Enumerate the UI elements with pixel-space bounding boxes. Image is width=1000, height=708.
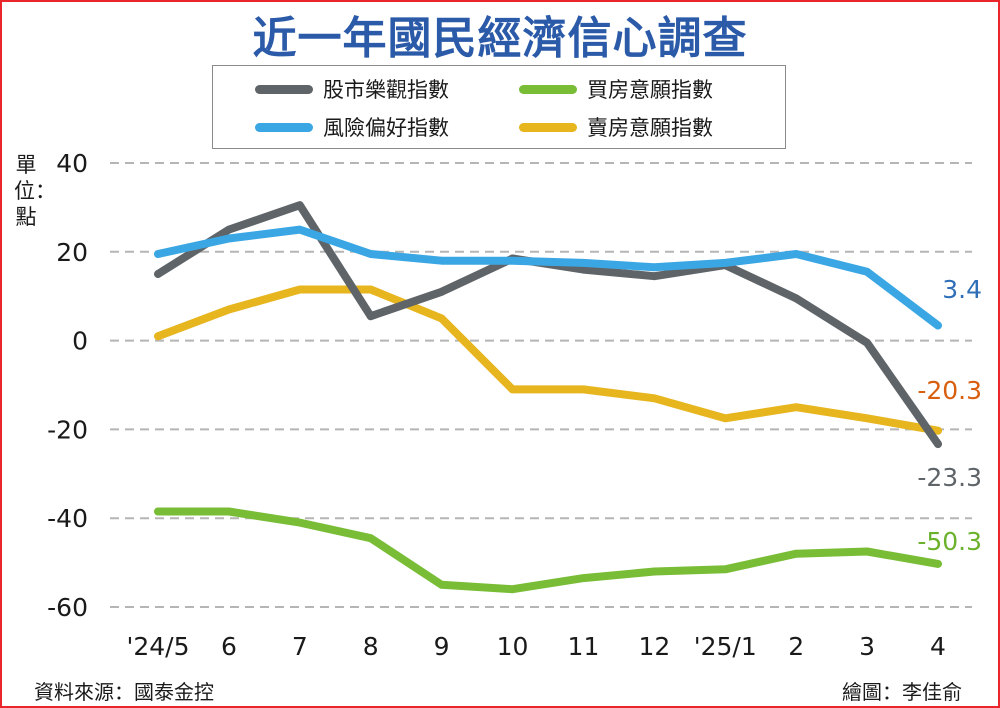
data-point-0-1 (225, 225, 233, 234)
legend-item-sell-house: 賣房意願指數 (519, 112, 713, 142)
x-tick-label: 10 (497, 632, 529, 661)
data-point-0-0 (154, 270, 162, 278)
series-line-1 (154, 225, 942, 330)
series-line-3 (154, 285, 942, 435)
y-tick-label: 0 (72, 327, 88, 356)
data-point-3-0 (154, 332, 162, 340)
data-point-3-3 (366, 285, 375, 294)
data-point-1-9 (792, 250, 800, 258)
end-labels: 3.4 -20.3 -23.3 -50.3 (917, 275, 982, 556)
source-note: 資料來源：國泰金控 (34, 680, 214, 704)
data-point-1-1 (225, 234, 233, 243)
x-tick-label: '25/1 (694, 632, 757, 661)
data-point-2-1 (225, 507, 233, 516)
x-tick-label: 12 (638, 632, 670, 661)
series-line-2 (154, 507, 942, 594)
legend-swatch-buy-house (519, 84, 577, 94)
legend-item-stock: 股市樂觀指數 (255, 74, 449, 104)
x-tick-labels: '24/5 6 7 8 9 10 11 12 '25/1 2 3 4 (126, 632, 945, 661)
data-point-3-7 (650, 394, 659, 403)
x-tick-label: 4 (930, 632, 946, 661)
data-point-2-10 (863, 547, 871, 556)
credit-note: 繪圖：李佳俞 (842, 680, 962, 704)
data-point-3-8 (721, 414, 730, 423)
x-tick-label: '24/5 (126, 632, 189, 661)
data-point-2-9 (792, 549, 800, 558)
data-point-1-8 (721, 259, 730, 267)
data-point-0-3 (366, 312, 375, 320)
data-point-3-9 (792, 403, 800, 412)
y-tick-label: -60 (47, 593, 88, 622)
data-point-1-11 (934, 321, 942, 330)
data-point-0-9 (792, 294, 800, 303)
data-point-2-6 (579, 574, 588, 582)
data-point-0-4 (437, 287, 446, 296)
data-point-0-2 (296, 201, 304, 209)
end-label-2: -50.3 (917, 527, 982, 556)
data-point-1-4 (437, 256, 446, 265)
legend-label-risk: 風險偏好指數 (323, 116, 449, 140)
x-tick-label: 3 (859, 632, 875, 661)
data-point-1-7 (650, 263, 659, 272)
legend-item-buy-house: 買房意願指數 (519, 74, 713, 104)
y-tick-labels: 40 20 0 -20 -40 -60 (47, 149, 88, 622)
x-tick-label: 9 (434, 632, 450, 661)
y-tick-label: -20 (47, 415, 88, 444)
data-point-2-5 (508, 585, 517, 594)
series-layer (154, 201, 942, 594)
data-point-0-10 (863, 339, 871, 347)
data-point-3-1 (225, 305, 233, 314)
data-point-1-10 (863, 267, 871, 276)
y-tick-label: 40 (56, 149, 88, 178)
data-point-2-11 (934, 560, 942, 568)
data-point-3-4 (437, 314, 446, 323)
chart-title: 近一年國民經濟信心調查 (252, 13, 748, 64)
x-tick-label: 6 (221, 632, 237, 661)
x-tick-label: 7 (292, 632, 308, 661)
legend-swatch-risk (255, 122, 313, 132)
data-point-1-6 (579, 259, 588, 267)
end-label-3: -20.3 (917, 376, 982, 405)
data-point-0-11 (934, 440, 942, 448)
end-label-0: -23.3 (917, 463, 982, 492)
legend-item-risk: 風險偏好指數 (255, 112, 449, 142)
legend-swatch-stock (255, 84, 313, 94)
data-point-2-7 (650, 567, 659, 576)
data-point-2-4 (437, 581, 446, 589)
y-tick-label: 20 (56, 238, 88, 267)
data-point-1-5 (508, 256, 517, 265)
y-tick-label: -40 (47, 504, 88, 533)
data-point-3-2 (296, 285, 304, 294)
data-point-2-3 (366, 534, 375, 542)
data-point-1-0 (154, 250, 162, 258)
chart-legend: 股市樂觀指數 買房意願指數 風險偏好指數 賣房意願指數 (212, 65, 786, 149)
x-tick-label: 2 (788, 632, 804, 661)
end-label-1: 3.4 (942, 275, 982, 304)
legend-swatch-sell-house (519, 122, 577, 132)
x-tick-label: 8 (363, 632, 379, 661)
data-point-3-6 (579, 385, 588, 394)
data-point-2-8 (721, 565, 730, 574)
legend-label-sell-house: 賣房意願指數 (587, 116, 713, 140)
data-point-1-2 (296, 225, 304, 234)
data-point-2-2 (296, 518, 304, 527)
x-tick-label: 11 (568, 632, 600, 661)
data-point-0-6 (579, 265, 588, 274)
legend-label-stock: 股市樂觀指數 (323, 78, 449, 102)
data-point-3-10 (863, 414, 871, 423)
data-point-3-11 (934, 426, 942, 435)
data-point-2-0 (154, 507, 162, 516)
data-point-0-7 (650, 272, 659, 281)
data-point-3-5 (508, 385, 517, 394)
data-point-1-3 (366, 250, 375, 258)
legend-label-buy-house: 買房意願指數 (587, 78, 713, 102)
